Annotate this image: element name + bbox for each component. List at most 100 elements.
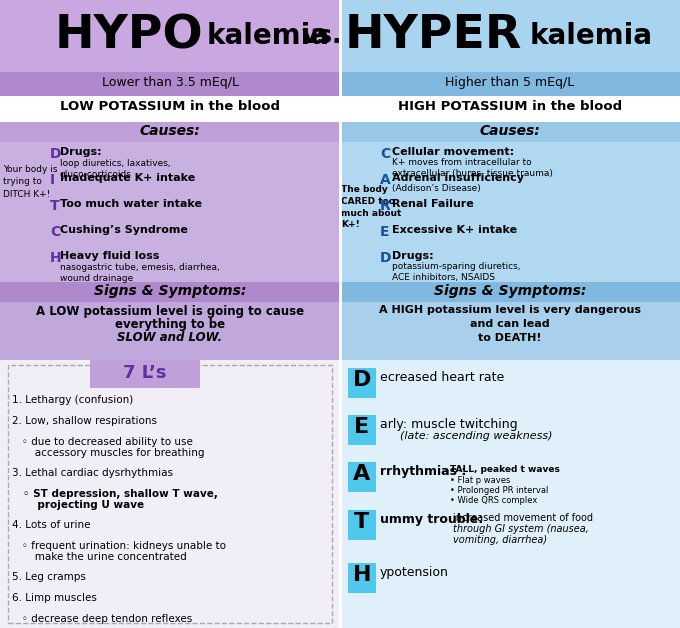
Text: 6. Limp muscles: 6. Limp muscles <box>12 593 97 603</box>
Text: E: E <box>380 225 390 239</box>
Text: Cushing’s Syndrome: Cushing’s Syndrome <box>60 225 188 235</box>
Text: The body
CARED too
much about
K+!: The body CARED too much about K+! <box>341 185 401 229</box>
Text: ◦ frequent urination: kidneys unable to: ◦ frequent urination: kidneys unable to <box>12 541 226 551</box>
Text: D: D <box>353 370 371 390</box>
Text: make the urine concentrated: make the urine concentrated <box>12 552 187 562</box>
Text: • Prolonged PR interval: • Prolonged PR interval <box>450 486 548 495</box>
Bar <box>348 368 376 398</box>
Bar <box>348 563 376 593</box>
Text: Drugs:: Drugs: <box>392 251 434 261</box>
Bar <box>340 142 680 282</box>
Text: A LOW potassium level is going to cause: A LOW potassium level is going to cause <box>36 305 304 318</box>
Text: Causes:: Causes: <box>479 124 541 138</box>
Bar <box>348 462 376 492</box>
Text: vs.: vs. <box>302 24 342 48</box>
Text: HIGH POTASSIUM in the blood: HIGH POTASSIUM in the blood <box>398 100 622 113</box>
Bar <box>0 72 340 96</box>
Bar <box>0 302 340 360</box>
Text: Drugs:: Drugs: <box>60 147 101 157</box>
Text: R: R <box>380 199 391 213</box>
Text: kalemia: kalemia <box>207 22 330 50</box>
Text: 5. Leg cramps: 5. Leg cramps <box>12 572 86 582</box>
Bar <box>340 0 680 72</box>
Text: • Wide QRS complex: • Wide QRS complex <box>450 496 537 505</box>
Text: T: T <box>50 199 60 213</box>
Text: potassium-sparing diuretics,
ACE inhibitors, NSAIDS: potassium-sparing diuretics, ACE inhibit… <box>392 262 520 282</box>
Text: everything to be: everything to be <box>115 318 225 331</box>
Text: Your body is
trying to
DITCH K+!: Your body is trying to DITCH K+! <box>3 165 58 199</box>
Text: SLOW and LOW.: SLOW and LOW. <box>118 331 222 344</box>
Text: Adrenal insufficiency: Adrenal insufficiency <box>392 173 524 183</box>
Bar <box>8 365 332 623</box>
Text: (Addison’s Disease): (Addison’s Disease) <box>392 184 481 193</box>
Text: nasogastric tube, emesis, diarrhea,
wound drainage: nasogastric tube, emesis, diarrhea, woun… <box>60 263 220 283</box>
Bar <box>0 122 340 142</box>
Bar <box>0 96 340 122</box>
Bar <box>340 72 680 96</box>
Text: Higher than 5 mEq/L: Higher than 5 mEq/L <box>445 76 575 89</box>
Text: E: E <box>354 417 369 437</box>
Text: loop diuretics, laxatives,
gluco­corticoids: loop diuretics, laxatives, gluco­cortico… <box>60 159 171 179</box>
Bar <box>340 122 680 142</box>
Bar <box>348 510 376 540</box>
Bar <box>90 360 200 388</box>
Text: Excessive K+ intake: Excessive K+ intake <box>392 225 517 235</box>
Text: 2. Low, shallow respirations: 2. Low, shallow respirations <box>12 416 157 426</box>
Bar <box>340 360 680 628</box>
Text: T: T <box>354 512 370 532</box>
Text: through GI system (nausea,: through GI system (nausea, <box>453 524 589 534</box>
Text: 1. Lethargy (confusion): 1. Lethargy (confusion) <box>12 395 133 405</box>
Bar <box>0 282 340 302</box>
Text: I: I <box>50 173 55 187</box>
Bar <box>340 302 680 360</box>
Text: rrhythmias :: rrhythmias : <box>380 465 466 478</box>
Bar <box>0 0 340 628</box>
Text: H: H <box>353 565 371 585</box>
Text: Signs & Symptoms:: Signs & Symptoms: <box>434 284 586 298</box>
Bar <box>0 142 340 282</box>
Text: HYPO: HYPO <box>55 13 203 58</box>
Text: A HIGH potassium level is very dangerous: A HIGH potassium level is very dangerous <box>379 305 641 315</box>
Text: Inadequate K+ intake: Inadequate K+ intake <box>60 173 195 183</box>
Text: C: C <box>380 147 390 161</box>
Text: ummy trouble:: ummy trouble: <box>380 513 483 526</box>
Text: Causes:: Causes: <box>139 124 201 138</box>
Text: Too much water intake: Too much water intake <box>60 199 202 209</box>
Text: ◦ ST depression, shallow T wave,: ◦ ST depression, shallow T wave, <box>12 489 218 499</box>
Text: (late: ascending weakness): (late: ascending weakness) <box>400 431 552 441</box>
Text: LOW POTASSIUM in the blood: LOW POTASSIUM in the blood <box>60 100 280 113</box>
Text: K+ moves from intracellular to
extracellular (burns, tissue trauma): K+ moves from intracellular to extracell… <box>392 158 553 178</box>
Text: projecting U wave: projecting U wave <box>12 500 144 510</box>
Bar <box>340 96 680 122</box>
Text: kalemia: kalemia <box>530 22 653 50</box>
Text: D: D <box>50 147 61 161</box>
Bar <box>0 360 340 628</box>
Bar <box>348 415 376 445</box>
Text: and can lead: and can lead <box>470 319 550 329</box>
Text: 4. Lots of urine: 4. Lots of urine <box>12 520 90 530</box>
Text: TALL, peaked t waves: TALL, peaked t waves <box>450 465 560 474</box>
Text: ypotension: ypotension <box>380 566 449 579</box>
Text: Heavy fluid loss: Heavy fluid loss <box>60 251 159 261</box>
Text: • Flat p waves: • Flat p waves <box>450 476 511 485</box>
Text: Renal Failure: Renal Failure <box>392 199 474 209</box>
Bar <box>340 282 680 302</box>
Text: increased movement of food: increased movement of food <box>453 513 593 523</box>
Text: to DEATH!: to DEATH! <box>478 333 542 343</box>
Text: Signs & Symptoms:: Signs & Symptoms: <box>94 284 246 298</box>
Text: ◦ due to decreased ability to use: ◦ due to decreased ability to use <box>12 437 193 447</box>
Text: vomiting, diarrhea): vomiting, diarrhea) <box>453 535 547 545</box>
Text: 3. Lethal cardiac dysrhythmias: 3. Lethal cardiac dysrhythmias <box>12 468 173 478</box>
Text: Cellular movement:: Cellular movement: <box>392 147 514 157</box>
Text: D: D <box>380 251 392 265</box>
Text: H: H <box>50 251 62 265</box>
Text: ◦ decrease deep tendon reflexes: ◦ decrease deep tendon reflexes <box>12 614 192 624</box>
Text: Lower than 3.5 mEq/L: Lower than 3.5 mEq/L <box>101 76 239 89</box>
Text: A: A <box>354 464 371 484</box>
Text: ecreased heart rate: ecreased heart rate <box>380 371 505 384</box>
Bar <box>0 0 340 72</box>
Text: A: A <box>380 173 391 187</box>
Text: 7 L’s: 7 L’s <box>123 364 167 382</box>
Text: C: C <box>50 225 61 239</box>
Bar <box>340 0 680 628</box>
